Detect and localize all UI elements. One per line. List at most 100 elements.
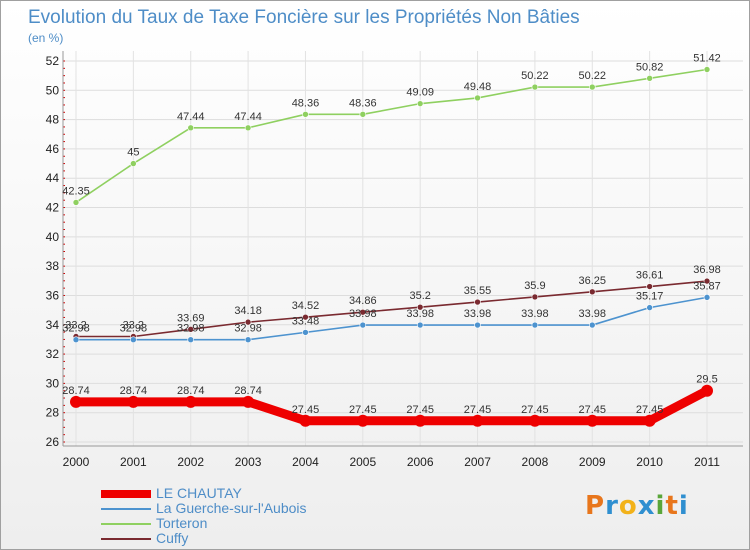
- logo-letter: P: [585, 491, 606, 521]
- data-label: 33.48: [292, 315, 320, 327]
- data-label: 27.45: [406, 404, 434, 416]
- proxiti-logo: Proxiti: [585, 491, 689, 521]
- data-label: 33.98: [406, 308, 434, 320]
- data-point: [414, 414, 427, 427]
- legend-swatch: [101, 523, 151, 525]
- data-point: [416, 303, 424, 311]
- data-point: [471, 414, 484, 427]
- x-tick-label: 2009: [579, 455, 606, 469]
- x-tick-label: 2000: [63, 455, 90, 469]
- x-tick-label: 2010: [636, 455, 663, 469]
- data-label: 32.98: [62, 323, 90, 335]
- data-point: [302, 329, 309, 336]
- data-label: 33.98: [464, 308, 492, 320]
- data-point: [187, 326, 195, 333]
- data-point: [701, 384, 713, 397]
- data-label: 35.2: [409, 290, 430, 302]
- y-tick-label: 52: [46, 54, 60, 68]
- series-line: [75, 68, 708, 204]
- data-point: [416, 321, 424, 329]
- data-point: [302, 313, 309, 321]
- data-point: [703, 277, 711, 285]
- data-label: 51.42: [693, 52, 721, 64]
- data-point: [356, 414, 369, 427]
- data-label: 33.2: [123, 319, 144, 331]
- logo-letter: r: [605, 491, 619, 521]
- data-label: 45: [127, 147, 139, 159]
- legend-label: La Guerche-sur-l'Aubois: [156, 500, 307, 516]
- data-point: [359, 111, 367, 118]
- legend-swatch: [101, 508, 151, 510]
- data-label: 35.87: [693, 280, 721, 292]
- x-tick-label: 2003: [235, 455, 262, 469]
- y-tick-label: 28: [46, 406, 60, 420]
- legend-swatch: [101, 538, 151, 540]
- data-label: 27.45: [292, 404, 320, 416]
- x-tick-label: 2001: [120, 455, 147, 469]
- data-label: 48.36: [292, 97, 320, 109]
- data-label: 29.5: [696, 374, 717, 386]
- data-label: 35.55: [464, 285, 492, 297]
- data-label: 42.35: [62, 185, 90, 197]
- y-tick-label: 30: [46, 376, 60, 390]
- data-label: 48.36: [349, 97, 377, 109]
- data-point: [359, 308, 367, 316]
- y-tick-label: 36: [46, 288, 60, 302]
- data-point: [244, 336, 252, 344]
- y-tick-label: 34: [46, 318, 60, 332]
- data-label: 36.25: [579, 275, 607, 287]
- data-label: 32.98: [177, 323, 205, 335]
- data-point: [70, 395, 82, 408]
- data-point: [474, 94, 481, 102]
- chart-title: Evolution du Taux de Taxe Foncière sur l…: [28, 7, 580, 28]
- legend-label: Cuffy: [156, 530, 189, 546]
- data-point: [588, 321, 596, 329]
- y-tick-label: 46: [46, 142, 60, 156]
- x-tick-label: 2005: [349, 455, 376, 469]
- data-point: [643, 414, 656, 427]
- logo-letter: i: [655, 491, 666, 521]
- y-tick-label: 32: [46, 347, 60, 361]
- x-tick-label: 2011: [694, 455, 720, 469]
- data-point: [184, 395, 197, 408]
- y-tick-label: 38: [46, 259, 60, 273]
- data-point: [416, 100, 424, 107]
- series-line: [71, 386, 712, 426]
- data-label: 34.18: [234, 305, 262, 317]
- data-label: 28.74: [62, 385, 90, 397]
- data-label: 33.98: [579, 308, 607, 320]
- data-point: [646, 74, 653, 82]
- y-tick-label: 40: [46, 230, 60, 244]
- data-label: 27.45: [636, 404, 664, 416]
- data-point: [703, 66, 711, 73]
- data-label: 27.45: [349, 404, 377, 416]
- data-point: [130, 336, 137, 344]
- data-label: 27.45: [521, 404, 549, 416]
- data-label: 36.98: [693, 264, 721, 276]
- data-label: 34.86: [349, 295, 377, 307]
- logo-letter: t: [665, 491, 679, 521]
- legend-swatch: [101, 490, 151, 498]
- data-point: [528, 414, 541, 427]
- x-tick-label: 2007: [464, 455, 491, 469]
- data-point: [72, 199, 80, 206]
- logo-letter: x: [637, 491, 656, 521]
- y-tick-label: 44: [46, 171, 60, 185]
- data-point: [531, 83, 539, 91]
- y-tick-label: 42: [46, 201, 60, 215]
- logo-letter: i: [678, 491, 689, 521]
- data-point: [187, 124, 195, 132]
- data-point: [302, 111, 309, 118]
- y-tick-label: 50: [46, 83, 60, 97]
- data-label: 47.44: [177, 111, 205, 123]
- x-tick-label: 2008: [522, 455, 549, 469]
- data-point: [359, 321, 367, 329]
- logo-letter: o: [618, 491, 638, 521]
- data-point: [242, 395, 255, 408]
- y-tick-label: 48: [46, 113, 60, 127]
- data-label: 33.69: [177, 312, 205, 324]
- x-tick-label: 2002: [177, 455, 204, 469]
- x-tick-label: 2004: [292, 455, 319, 469]
- series-line: [75, 296, 708, 341]
